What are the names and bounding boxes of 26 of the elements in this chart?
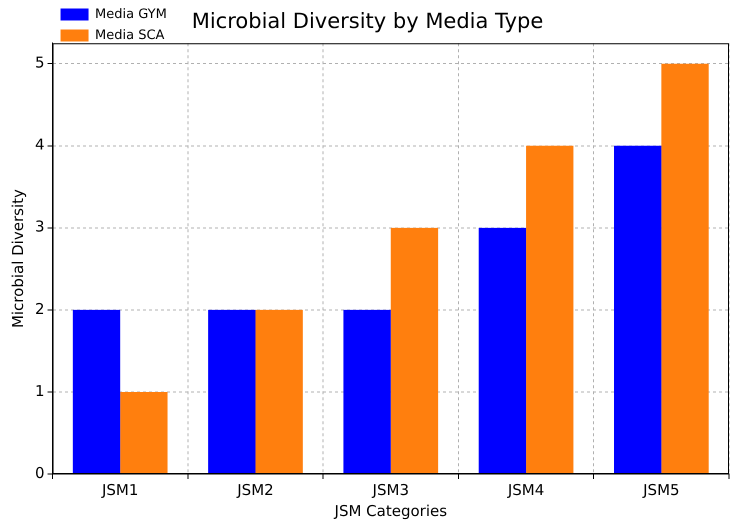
bar xyxy=(208,310,256,474)
bar xyxy=(343,310,391,474)
legend-label: Media GYM xyxy=(95,6,167,22)
bar xyxy=(661,64,709,474)
y-tick-label: 5 xyxy=(34,54,45,72)
x-tick-label: JSM1 xyxy=(100,480,138,499)
bar xyxy=(255,310,303,474)
bar xyxy=(614,146,662,474)
bar xyxy=(526,146,574,474)
bar xyxy=(478,228,526,474)
y-tick-label: 4 xyxy=(34,136,45,154)
x-tick-label: JSM3 xyxy=(372,480,409,499)
legend-label: Media SCA xyxy=(95,28,165,43)
y-tick-label: 0 xyxy=(34,464,45,482)
x-tick-label: JSM2 xyxy=(236,480,274,499)
y-tick-label: 1 xyxy=(34,382,45,400)
y-tick-label: 3 xyxy=(34,218,45,236)
bar xyxy=(72,310,120,474)
x-tick-label: JSM5 xyxy=(642,480,680,499)
bar xyxy=(390,228,438,474)
chart-title: Microbial Diversity by Media Type xyxy=(192,9,544,34)
x-axis-title: JSM Categories xyxy=(334,502,448,520)
x-tick-label: JSM4 xyxy=(506,480,544,499)
y-tick-label: 2 xyxy=(34,300,45,318)
y-axis-title: Microbial Diversity xyxy=(8,189,27,328)
bar xyxy=(120,392,168,474)
